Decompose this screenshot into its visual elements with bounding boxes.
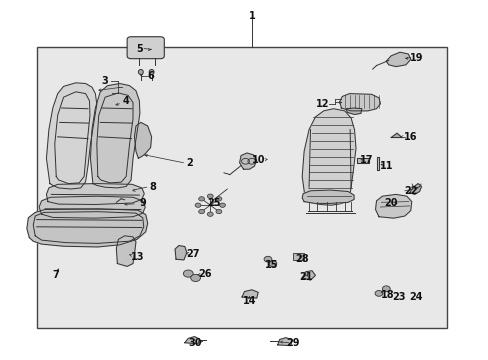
Circle shape	[190, 274, 200, 282]
Text: 1: 1	[248, 11, 255, 21]
Polygon shape	[302, 271, 315, 280]
Text: 4: 4	[122, 96, 129, 106]
Circle shape	[198, 197, 204, 201]
Circle shape	[216, 210, 222, 214]
Circle shape	[183, 270, 193, 277]
Polygon shape	[134, 122, 151, 158]
Text: 19: 19	[409, 53, 423, 63]
Polygon shape	[46, 184, 144, 204]
Text: 20: 20	[384, 198, 397, 208]
Text: 2: 2	[186, 158, 193, 168]
Text: 27: 27	[186, 249, 200, 259]
Polygon shape	[277, 338, 292, 346]
Polygon shape	[375, 194, 411, 218]
Text: 22: 22	[403, 186, 417, 196]
Text: 11: 11	[379, 161, 392, 171]
Circle shape	[264, 256, 271, 262]
Polygon shape	[409, 184, 421, 194]
Text: 6: 6	[147, 71, 154, 81]
Polygon shape	[242, 290, 258, 298]
Polygon shape	[390, 133, 401, 138]
Polygon shape	[356, 158, 368, 163]
Text: 18: 18	[380, 290, 393, 300]
Text: 30: 30	[188, 338, 202, 348]
Text: 3: 3	[102, 76, 108, 86]
Text: 14: 14	[242, 296, 256, 306]
Text: 12: 12	[315, 99, 329, 109]
Polygon shape	[302, 190, 353, 203]
Text: 9: 9	[140, 198, 146, 208]
Text: 24: 24	[408, 292, 422, 302]
Polygon shape	[46, 83, 97, 189]
Polygon shape	[39, 196, 145, 218]
Text: 25: 25	[207, 198, 221, 208]
Polygon shape	[116, 236, 136, 266]
Text: 10: 10	[252, 155, 265, 165]
Circle shape	[219, 203, 225, 207]
Circle shape	[207, 212, 213, 216]
Polygon shape	[376, 157, 379, 170]
Polygon shape	[90, 84, 140, 188]
Circle shape	[207, 194, 213, 198]
FancyBboxPatch shape	[127, 37, 164, 59]
Text: 21: 21	[299, 272, 312, 282]
Text: 8: 8	[149, 182, 156, 192]
Circle shape	[382, 286, 389, 292]
Bar	[37, 47, 447, 328]
Ellipse shape	[138, 69, 143, 75]
Polygon shape	[346, 108, 361, 114]
Polygon shape	[27, 209, 147, 247]
Text: 17: 17	[359, 155, 373, 165]
Polygon shape	[175, 246, 186, 260]
Text: 13: 13	[131, 252, 144, 262]
Polygon shape	[386, 52, 410, 67]
Polygon shape	[302, 109, 355, 205]
Circle shape	[216, 197, 222, 201]
Polygon shape	[339, 94, 380, 111]
Text: 7: 7	[53, 270, 60, 280]
Polygon shape	[239, 153, 256, 169]
Text: 29: 29	[286, 338, 300, 348]
Text: 5: 5	[136, 44, 142, 54]
Bar	[293, 253, 304, 260]
Text: 23: 23	[391, 292, 405, 302]
Text: 15: 15	[264, 260, 278, 270]
Ellipse shape	[149, 69, 154, 75]
Circle shape	[198, 210, 204, 214]
Text: 28: 28	[294, 254, 308, 264]
Circle shape	[268, 261, 276, 266]
Polygon shape	[184, 337, 199, 344]
Text: 26: 26	[198, 269, 212, 279]
Circle shape	[374, 291, 382, 296]
Circle shape	[195, 203, 201, 207]
Text: 16: 16	[403, 132, 417, 142]
